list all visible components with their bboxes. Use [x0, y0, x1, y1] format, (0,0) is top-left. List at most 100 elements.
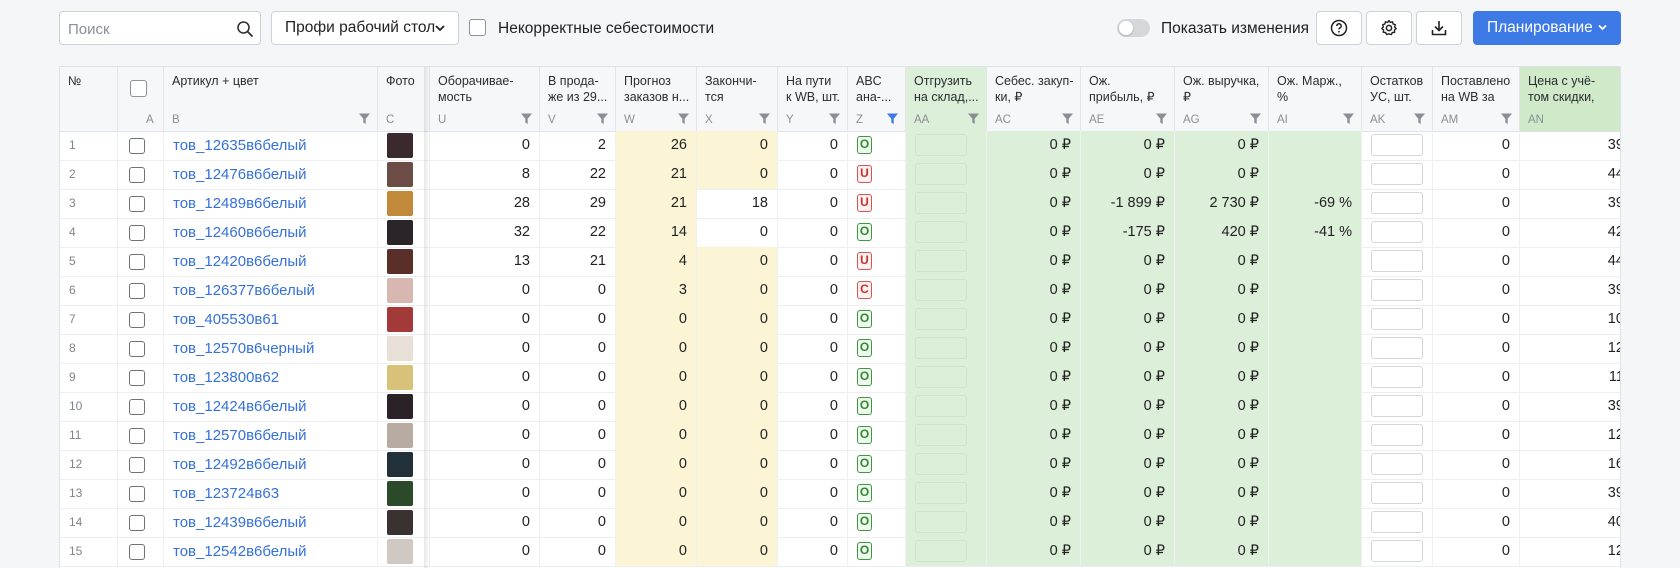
ship-input[interactable] — [915, 395, 967, 417]
stock-input[interactable] — [1371, 453, 1423, 475]
product-photo[interactable] — [387, 423, 413, 448]
product-photo[interactable] — [387, 278, 413, 303]
filter-icon[interactable] — [828, 112, 841, 125]
search-icon[interactable] — [236, 20, 254, 38]
article-link[interactable]: тов_12420в6белый — [164, 247, 378, 276]
filter-icon[interactable] — [1342, 112, 1355, 125]
planning-button[interactable]: Планирование — [1473, 11, 1621, 45]
filter-icon[interactable] — [1249, 112, 1262, 125]
article-link[interactable]: тов_12635в6белый — [164, 131, 378, 160]
filter-icon[interactable] — [596, 112, 609, 125]
row-checkbox[interactable] — [129, 399, 145, 415]
column-header-transit[interactable]: На пути к WB, шт. Y — [778, 67, 848, 131]
column-header-article[interactable]: Артикул + цвет B — [164, 67, 378, 131]
row-checkbox[interactable] — [129, 486, 145, 502]
ship-input[interactable] — [915, 482, 967, 504]
filter-icon[interactable] — [1500, 112, 1513, 125]
product-photo[interactable] — [387, 539, 413, 564]
ship-input[interactable] — [915, 279, 967, 301]
column-header-photo[interactable]: Фото C — [378, 67, 430, 131]
help-button[interactable] — [1316, 11, 1362, 45]
column-header-ship[interactable]: Отгрузить на склад,... AA — [906, 67, 987, 131]
article-link[interactable]: тов_12460в6белый — [164, 218, 378, 247]
column-header-turnover[interactable]: Оборачивае- мость артикула,... U — [430, 67, 540, 131]
product-photo[interactable] — [387, 365, 413, 390]
column-header-margin[interactable]: Ож. Марж., % AI — [1269, 67, 1362, 131]
row-checkbox[interactable] — [129, 283, 145, 299]
stock-input[interactable] — [1371, 221, 1423, 243]
stock-input[interactable] — [1371, 395, 1423, 417]
ship-input[interactable] — [915, 540, 967, 562]
filter-icon[interactable] — [1413, 112, 1426, 125]
row-checkbox[interactable] — [129, 254, 145, 270]
row-checkbox[interactable] — [129, 167, 145, 183]
product-photo[interactable] — [387, 220, 413, 245]
article-link[interactable]: тов_12570в6черный — [164, 334, 378, 363]
article-link[interactable]: тов_123800в62 — [164, 363, 378, 392]
ship-input[interactable] — [915, 424, 967, 446]
product-photo[interactable] — [387, 481, 413, 506]
filter-icon[interactable] — [677, 112, 690, 125]
row-checkbox[interactable] — [129, 515, 145, 531]
filter-icon[interactable] — [1061, 112, 1074, 125]
row-checkbox[interactable] — [129, 457, 145, 473]
article-link[interactable]: тов_12489в6белый — [164, 189, 378, 218]
article-link[interactable]: тов_12439в6белый — [164, 508, 378, 537]
download-button[interactable] — [1416, 11, 1462, 45]
ship-input[interactable] — [915, 192, 967, 214]
product-photo[interactable] — [387, 249, 413, 274]
row-checkbox[interactable] — [129, 428, 145, 444]
column-header-cost[interactable]: Себес. закуп- ки, ₽ AC — [987, 67, 1081, 131]
column-header-price[interactable]: Цена с учё- том скидки, AN — [1520, 67, 1620, 131]
product-photo[interactable] — [387, 133, 413, 158]
ship-input[interactable] — [915, 337, 967, 359]
filter-icon[interactable] — [520, 112, 533, 125]
column-header-abc[interactable]: ABC ана-... Z — [848, 67, 906, 131]
filter-icon[interactable] — [758, 112, 771, 125]
product-photo[interactable] — [387, 452, 413, 477]
column-header-revenue[interactable]: Ож. выручка, ₽ AG — [1175, 67, 1269, 131]
stock-input[interactable] — [1371, 192, 1423, 214]
filter-icon[interactable] — [1155, 112, 1168, 125]
article-link[interactable]: тов_12492в6белый — [164, 450, 378, 479]
column-header-num[interactable]: № — [60, 67, 118, 131]
article-link[interactable]: тов_405530в61 — [164, 305, 378, 334]
filter-icon[interactable] — [886, 112, 899, 125]
stock-input[interactable] — [1371, 163, 1423, 185]
stock-input[interactable] — [1371, 308, 1423, 330]
article-link[interactable]: тов_12542в6белый — [164, 537, 378, 566]
ship-input[interactable] — [915, 134, 967, 156]
select-all-checkbox[interactable] — [130, 80, 147, 97]
product-photo[interactable] — [387, 191, 413, 216]
stock-input[interactable] — [1371, 279, 1423, 301]
column-header-forecast[interactable]: Прогноз заказов н... W — [616, 67, 697, 131]
column-header-delivered[interactable]: Поставлено на WB за 2... AM — [1433, 67, 1520, 131]
ship-input[interactable] — [915, 221, 967, 243]
stock-input[interactable] — [1371, 540, 1423, 562]
stock-input[interactable] — [1371, 424, 1423, 446]
stock-input[interactable] — [1371, 250, 1423, 272]
article-link[interactable]: тов_123724в63 — [164, 479, 378, 508]
filter-icon[interactable] — [358, 112, 371, 125]
column-header-onsale[interactable]: В прода- же из 29... V — [540, 67, 616, 131]
article-link[interactable]: тов_12424в6белый — [164, 392, 378, 421]
ship-input[interactable] — [915, 163, 967, 185]
column-header-runout[interactable]: Закончи- тся через,... X — [697, 67, 778, 131]
ship-input[interactable] — [915, 511, 967, 533]
row-checkbox[interactable] — [129, 370, 145, 386]
ship-input[interactable] — [915, 453, 967, 475]
product-photo[interactable] — [387, 336, 413, 361]
stock-input[interactable] — [1371, 134, 1423, 156]
product-photo[interactable] — [387, 307, 413, 332]
stock-input[interactable] — [1371, 337, 1423, 359]
product-photo[interactable] — [387, 394, 413, 419]
row-checkbox[interactable] — [129, 312, 145, 328]
stock-input[interactable] — [1371, 366, 1423, 388]
row-checkbox[interactable] — [129, 196, 145, 212]
ship-input[interactable] — [915, 308, 967, 330]
incorrect-cost-checkbox[interactable] — [469, 19, 486, 39]
stock-input[interactable] — [1371, 511, 1423, 533]
row-checkbox[interactable] — [129, 341, 145, 357]
row-checkbox[interactable] — [129, 544, 145, 560]
product-photo[interactable] — [387, 510, 413, 535]
